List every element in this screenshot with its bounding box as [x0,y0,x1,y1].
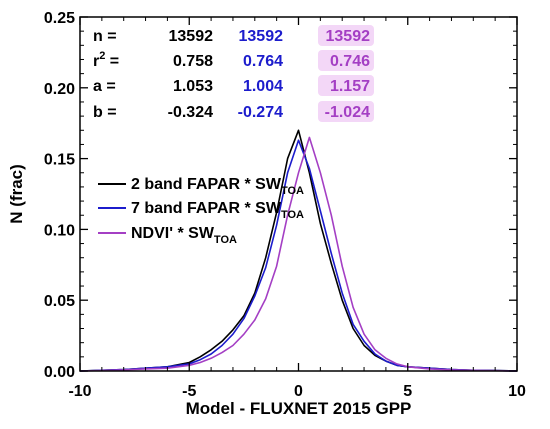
x-tick-label: -10 [68,383,91,400]
y-axis-label: N (frac) [7,164,26,224]
stat-value: 13592 [169,28,214,45]
y-tick-label: 0.05 [44,293,75,310]
x-tick-label: -5 [182,383,196,400]
stat-highlight [318,50,374,71]
stat-row-label: b = [93,104,117,121]
stat-value: 13592 [326,28,371,45]
legend-label-1: 2 band FAPAR * SWTOA [131,176,304,197]
stat-value: 1.053 [173,78,213,95]
y-tick-label: 0.10 [44,222,75,239]
stat-highlight [318,25,374,46]
stat-value: -0.324 [168,104,213,121]
stat-row-label: r2 = [93,50,119,70]
x-axis-label: Model - FLUXNET 2015 GPP [186,399,412,418]
legend-label-3: NDVI' * SWTOA [131,225,237,246]
x-tick-label: 5 [403,383,412,400]
y-tick-label: 0.15 [44,152,75,169]
stat-value: 1.157 [330,78,370,95]
ticks-layer: -10 -5 0 5 10 0.00 0.05 0.10 0.15 0.20 0.25 [44,10,526,400]
stat-highlight [318,75,374,96]
stat-value: -1.024 [325,104,370,121]
y-tick-label: 0.20 [44,81,75,98]
stat-value: 0.764 [243,53,283,70]
x-tick-label: 0 [294,383,303,400]
legend: 2 band FAPAR * SWTOA 7 band FAPAR * SWTOA… [98,176,304,246]
stat-value: 1.004 [243,78,283,95]
stat-row-label: n = [93,28,117,45]
stat-highlight [318,101,374,122]
stat-value: 0.746 [330,53,370,70]
stats-table: n = r2 = a = b = 13592 0.758 1.053 -0.324 13592 0… [93,25,374,122]
stat-value: -0.274 [238,104,283,121]
stat-value: 0.758 [173,53,213,70]
y-tick-label: 0.25 [44,10,75,27]
legend-label-2: 7 band FAPAR * SWTOA [131,200,304,221]
x-tick-label: 10 [508,383,526,400]
stat-row-label: a = [93,78,116,95]
y-tick-label: 0.00 [44,364,75,381]
stat-value: 13592 [239,28,284,45]
